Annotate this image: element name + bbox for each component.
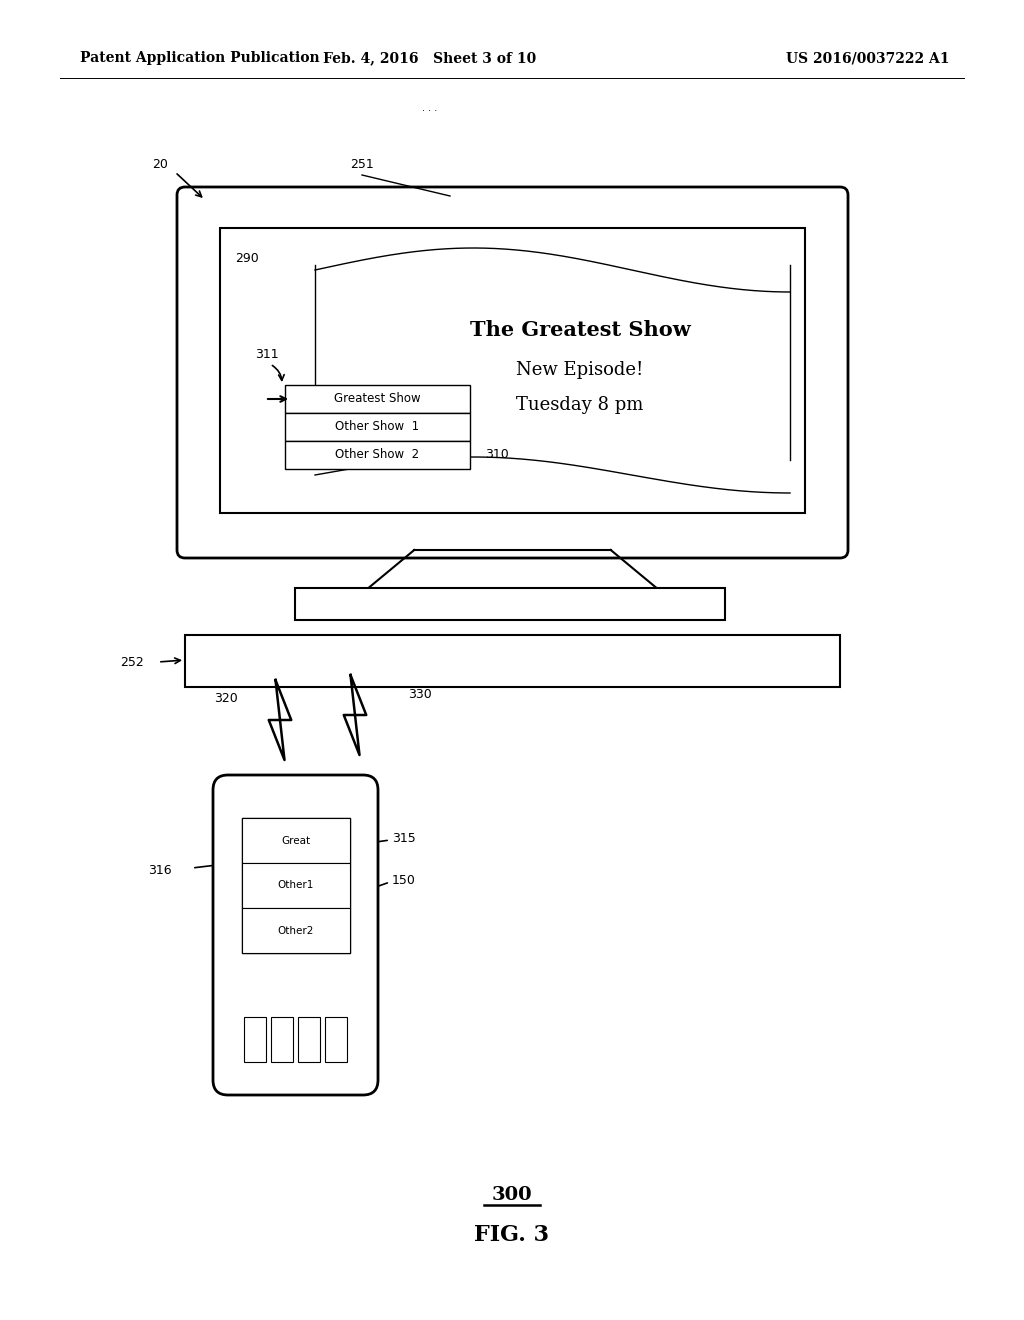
FancyBboxPatch shape xyxy=(177,187,848,558)
Text: 300: 300 xyxy=(492,1185,532,1204)
Text: The Greatest Show: The Greatest Show xyxy=(470,319,690,341)
Bar xyxy=(298,1016,319,1063)
Text: FIG. 3: FIG. 3 xyxy=(474,1224,550,1246)
Bar xyxy=(220,228,805,513)
Bar xyxy=(285,441,470,469)
Bar xyxy=(185,635,840,686)
Text: Other1: Other1 xyxy=(278,880,314,891)
Bar xyxy=(285,385,470,413)
Text: Feb. 4, 2016   Sheet 3 of 10: Feb. 4, 2016 Sheet 3 of 10 xyxy=(324,51,537,65)
Text: Great: Great xyxy=(282,836,310,846)
Text: Other Show  2: Other Show 2 xyxy=(336,449,420,462)
FancyBboxPatch shape xyxy=(213,775,378,1096)
Text: Greatest Show: Greatest Show xyxy=(334,392,421,405)
Text: New Episode!: New Episode! xyxy=(516,360,644,379)
Text: Patent Application Publication: Patent Application Publication xyxy=(80,51,319,65)
Bar xyxy=(295,587,725,620)
Bar xyxy=(242,818,350,863)
Text: 310: 310 xyxy=(485,449,509,462)
Bar xyxy=(244,1016,266,1063)
Text: 320: 320 xyxy=(214,692,238,705)
Text: US 2016/0037222 A1: US 2016/0037222 A1 xyxy=(786,51,950,65)
Bar xyxy=(285,413,470,441)
Text: 316: 316 xyxy=(148,863,172,876)
Text: Other2: Other2 xyxy=(278,925,314,936)
Text: 150: 150 xyxy=(392,874,416,887)
Text: 251: 251 xyxy=(350,158,374,172)
Text: 315: 315 xyxy=(392,832,416,845)
Bar xyxy=(242,908,350,953)
Text: 290: 290 xyxy=(234,252,259,264)
Text: Other Show  1: Other Show 1 xyxy=(336,421,420,433)
Bar xyxy=(242,863,350,908)
Bar xyxy=(325,1016,347,1063)
Bar xyxy=(271,1016,293,1063)
Text: 20: 20 xyxy=(152,158,168,172)
Text: Tuesday 8 pm: Tuesday 8 pm xyxy=(516,396,644,414)
Text: 252: 252 xyxy=(120,656,143,668)
Bar xyxy=(242,818,350,953)
Text: 311: 311 xyxy=(255,348,279,362)
Text: . . .: . . . xyxy=(422,103,437,114)
Text: 330: 330 xyxy=(408,689,432,701)
